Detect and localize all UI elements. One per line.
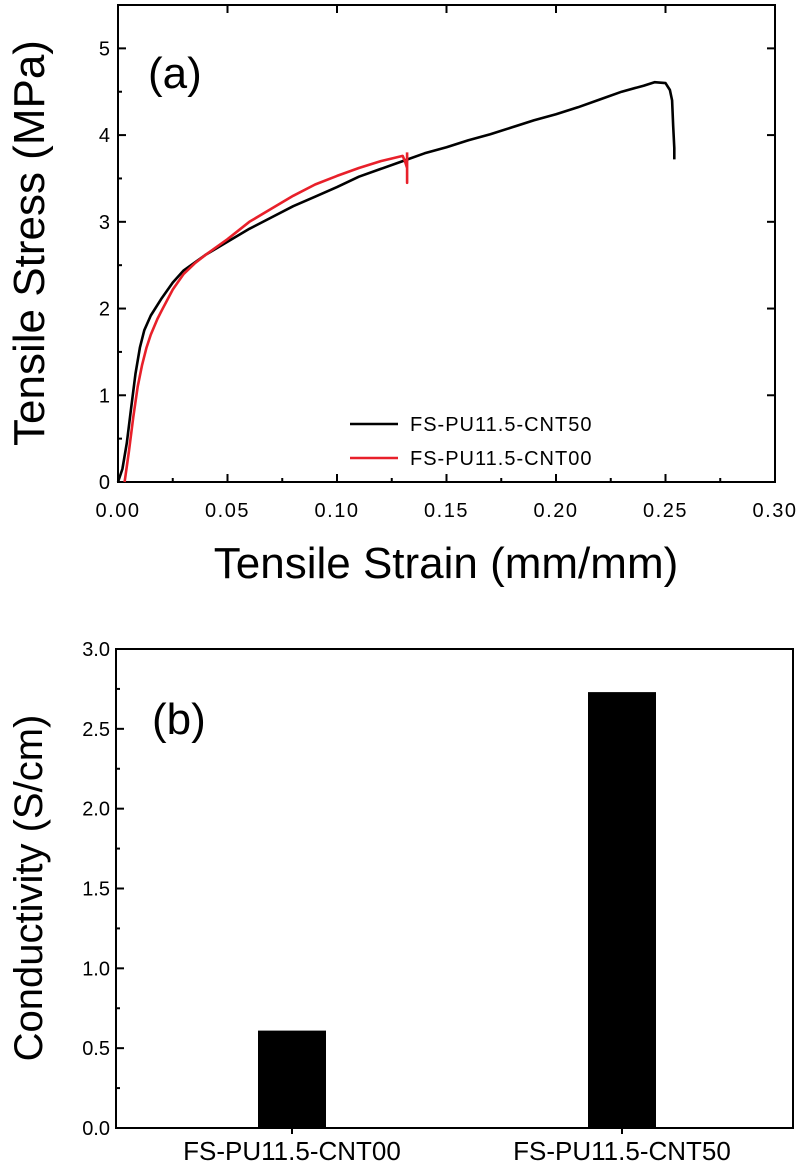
plot-frame [117, 4, 776, 483]
x-category-label: FS-PU11.5-CNT50 [513, 1136, 731, 1166]
y-tick-label: 2.5 [82, 719, 110, 741]
axis-ticks: 0.0 0.5 1.0 1.5 2.0 2.5 3.0 FS-PU11.5-CNT00 FS-P… [82, 639, 731, 1166]
x-tick-label: 0.10 [315, 500, 360, 522]
y-tick-label: 0.0 [82, 1118, 110, 1140]
x-tick-label: 0.30 [753, 500, 798, 522]
x-tick-label: 0.20 [534, 500, 579, 522]
series-lines [116, 80, 676, 483]
y-tick-label: 3 [99, 212, 110, 234]
conductivity-chart: 0.0 0.5 1.0 1.5 2.0 2.5 3.0 FS-PU11.5-CNT00 FS-P… [7, 639, 794, 1166]
y-tick-label: 1.0 [82, 958, 110, 980]
y-tick-label: 0 [99, 472, 110, 494]
x-tick-label: 0.15 [424, 500, 469, 522]
bar [258, 1030, 326, 1128]
y-axis-title: Tensile Stress (MPa) [5, 40, 54, 446]
legend-label: FS-PU11.5-CNT00 [410, 448, 592, 470]
y-tick-label: 4 [99, 125, 110, 147]
x-axis-title: Tensile Strain (mm/mm) [214, 539, 679, 588]
panel-label-b: (b) [152, 695, 206, 744]
y-tick-label: 1.5 [82, 879, 110, 901]
y-tick-label: 3.0 [82, 639, 110, 661]
bar [588, 692, 656, 1128]
legend: FS-PU11.5-CNT50 FS-PU11.5-CNT00 [350, 414, 592, 470]
y-tick-label: 2 [99, 299, 110, 321]
series-line [116, 80, 676, 483]
plot-frame [115, 648, 794, 1129]
bars [258, 692, 656, 1128]
y-tick-label: 5 [99, 38, 110, 60]
y-tick-label: 2.0 [82, 799, 110, 821]
panel-label-a: (a) [148, 49, 202, 98]
x-tick-label: 0.00 [96, 500, 141, 522]
axis-ticks: 0.00 0.05 0.10 0.15 0.20 0.25 0.30 0 1 2 3 4 5 [96, 5, 798, 522]
y-axis-title: Conductivity (S/cm) [7, 715, 51, 1062]
y-tick-label: 0.5 [82, 1038, 110, 1060]
x-category-label: FS-PU11.5-CNT00 [183, 1136, 401, 1166]
y-tick-label: 1 [99, 385, 110, 407]
tensile-chart: 0.00 0.05 0.10 0.15 0.20 0.25 0.30 0 1 2 3 4 5 (a) F… [5, 4, 798, 588]
x-tick-label: 0.25 [643, 500, 688, 522]
x-tick-label: 0.05 [205, 500, 250, 522]
legend-label: FS-PU11.5-CNT50 [410, 414, 592, 436]
series-line [123, 152, 409, 483]
